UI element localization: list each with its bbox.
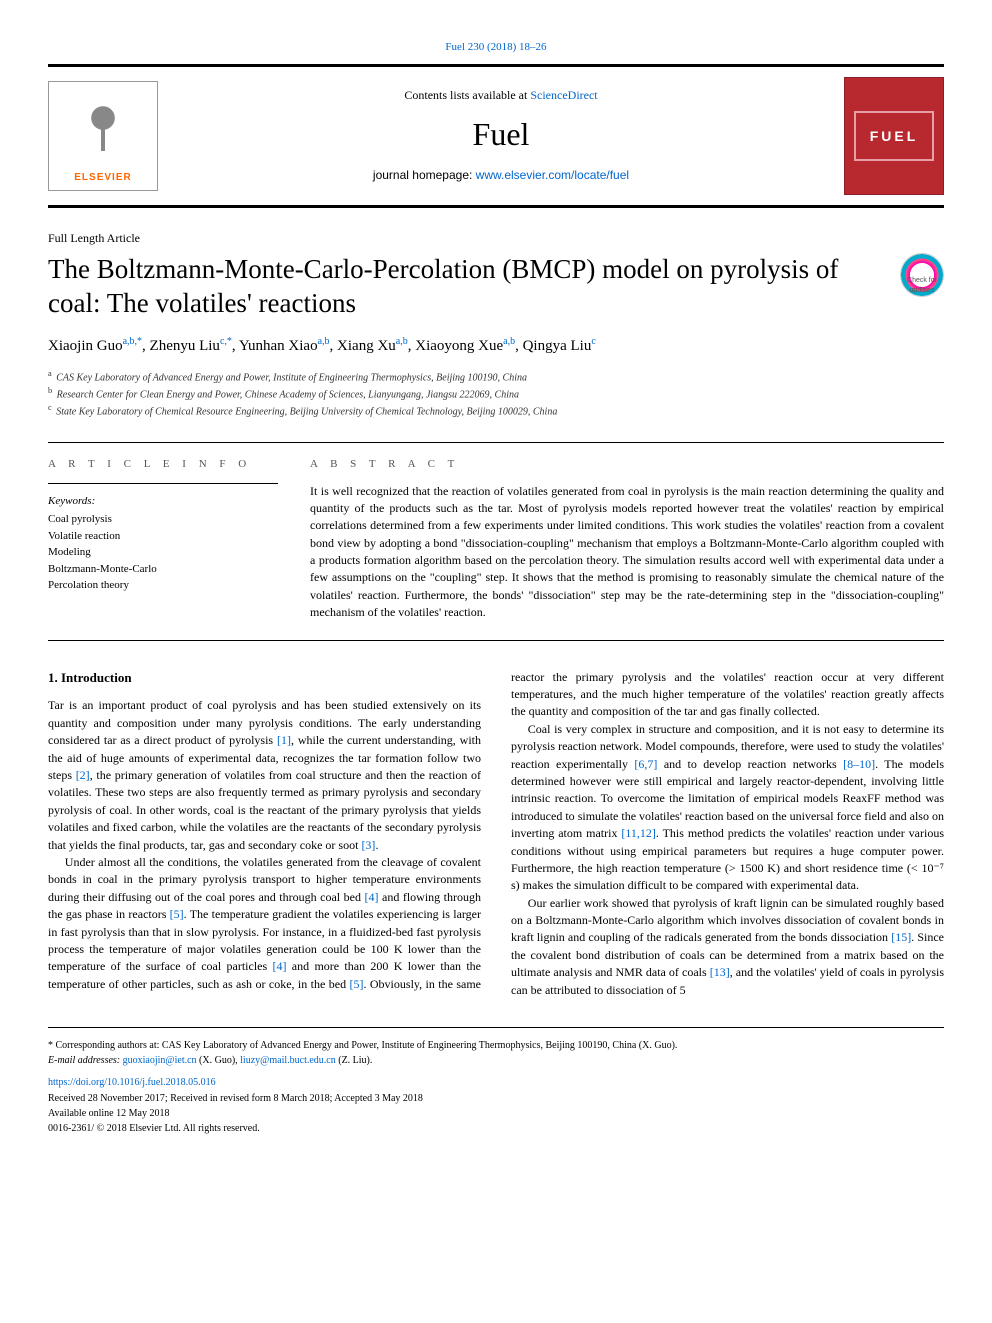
keyword: Boltzmann-Monte-Carlo — [48, 561, 278, 578]
citation-ref[interactable]: [4] — [364, 890, 378, 904]
email-label: E-mail addresses: — [48, 1055, 123, 1066]
affiliations: a CAS Key Laboratory of Advanced Energy … — [48, 368, 944, 420]
body-paragraph: Tar is an important product of coal pyro… — [48, 697, 481, 854]
running-head: Fuel 230 (2018) 18–26 — [48, 40, 944, 56]
journal-cover-title: FUEL — [854, 111, 934, 161]
journal-cover: FUEL — [844, 77, 944, 195]
history-line: Available online 12 May 2018 — [48, 1106, 944, 1121]
keyword: Percolation theory — [48, 577, 278, 594]
history-line: Received 28 November 2017; Received in r… — [48, 1091, 944, 1106]
email-who-1: (X. Guo), — [197, 1055, 241, 1066]
citation-ref[interactable]: [4] — [272, 959, 286, 973]
running-head-link[interactable]: Fuel 230 (2018) 18–26 — [445, 41, 546, 53]
corresponding-text: * Corresponding authors at: CAS Key Labo… — [48, 1038, 944, 1053]
section-heading-1: 1. Introduction — [48, 669, 481, 688]
body-paragraph: Coal is very complex in structure and co… — [511, 721, 944, 895]
abstract-text: It is well recognized that the reaction … — [310, 483, 944, 622]
citation-ref[interactable]: [15] — [891, 930, 911, 944]
homepage-line: journal homepage: www.elsevier.com/locat… — [174, 167, 828, 184]
corresponding-author-note: * Corresponding authors at: CAS Key Labo… — [48, 1038, 944, 1068]
contents-prefix: Contents lists available at — [404, 88, 530, 102]
citation-ref[interactable]: [6,7] — [634, 757, 657, 771]
abstract-label: A B S T R A C T — [310, 457, 944, 473]
elsevier-logo: ELSEVIER — [48, 81, 158, 191]
affiliation-line: b Research Center for Clean Energy and P… — [48, 385, 944, 402]
check-updates-label: Check for updates — [901, 276, 943, 296]
affiliation-line: c State Key Laboratory of Chemical Resou… — [48, 402, 944, 419]
keywords-heading: Keywords: — [48, 483, 278, 510]
paper-title: The Boltzmann-Monte-Carlo-Percolation (B… — [48, 253, 888, 321]
history-line: 0016-2361/ © 2018 Elsevier Ltd. All righ… — [48, 1121, 944, 1136]
affiliation-line: a CAS Key Laboratory of Advanced Energy … — [48, 368, 944, 385]
article-info-label: A R T I C L E I N F O — [48, 457, 278, 473]
sciencedirect-link[interactable]: ScienceDirect — [530, 88, 597, 102]
keyword: Modeling — [48, 544, 278, 561]
citation-ref[interactable]: [3] — [361, 838, 375, 852]
body-paragraph: Our earlier work showed that pyrolysis o… — [511, 895, 944, 999]
journal-header: ELSEVIER Contents lists available at Sci… — [48, 64, 944, 208]
elsevier-brand-text: ELSEVIER — [74, 171, 131, 186]
email-link-1[interactable]: guoxiaojin@iet.cn — [123, 1055, 197, 1066]
citation-ref[interactable]: [2] — [76, 768, 90, 782]
abstract-column: A B S T R A C T It is well recognized th… — [310, 457, 944, 622]
elsevier-tree-icon — [73, 97, 133, 167]
citation-ref[interactable]: [5] — [349, 977, 363, 991]
footer-separator — [48, 1027, 944, 1028]
body-text: 1. Introduction Tar is an important prod… — [48, 669, 944, 999]
doi-line: https://doi.org/10.1016/j.fuel.2018.05.0… — [48, 1076, 944, 1091]
homepage-prefix: journal homepage: — [373, 168, 476, 182]
email-who-2: (Z. Liu). — [336, 1055, 373, 1066]
doi-link[interactable]: https://doi.org/10.1016/j.fuel.2018.05.0… — [48, 1077, 216, 1088]
citation-ref[interactable]: [1] — [277, 733, 291, 747]
check-updates-badge[interactable]: Check for updates — [900, 253, 944, 297]
journal-name: Fuel — [174, 111, 828, 157]
homepage-link[interactable]: www.elsevier.com/locate/fuel — [476, 168, 629, 182]
email-link-2[interactable]: liuzy@mail.buct.edu.cn — [240, 1055, 336, 1066]
citation-ref[interactable]: [8–10] — [843, 757, 875, 771]
contents-line: Contents lists available at ScienceDirec… — [174, 87, 828, 104]
citation-ref[interactable]: [13] — [710, 965, 730, 979]
article-info-column: A R T I C L E I N F O Keywords: Coal pyr… — [48, 457, 278, 622]
article-history: Received 28 November 2017; Received in r… — [48, 1091, 944, 1136]
author-list: Xiaojin Guoa,b,*, Zhenyu Liuc,*, Yunhan … — [48, 335, 944, 358]
citation-ref[interactable]: [5] — [170, 907, 184, 921]
keyword: Coal pyrolysis — [48, 511, 278, 528]
citation-ref[interactable]: [11,12] — [621, 826, 656, 840]
article-type: Full Length Article — [48, 230, 944, 247]
keyword: Volatile reaction — [48, 528, 278, 545]
